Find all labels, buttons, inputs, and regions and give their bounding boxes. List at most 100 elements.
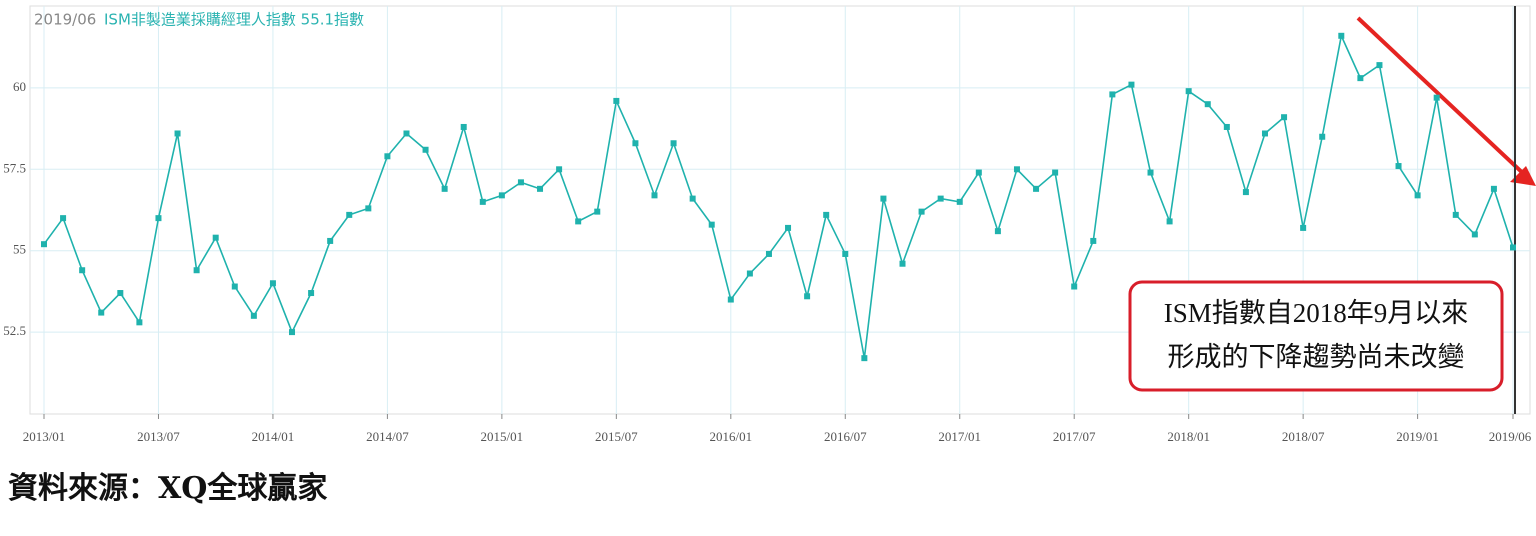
x-tick-label: 2015/07: [595, 429, 638, 444]
point: [365, 205, 372, 212]
point: [193, 267, 200, 274]
point: [1338, 32, 1345, 39]
point: [899, 260, 906, 267]
point: [517, 179, 524, 186]
point: [1242, 189, 1249, 196]
point: [289, 329, 296, 336]
point: [594, 208, 601, 215]
point: [1185, 88, 1192, 95]
arrow: [1356, 16, 1530, 180]
point: [155, 215, 162, 222]
point: [269, 280, 276, 287]
arrow-head: [1510, 166, 1536, 186]
point: [403, 130, 410, 137]
point: [1395, 163, 1402, 170]
point: [1414, 192, 1421, 199]
x-tick-label: 2014/07: [366, 429, 409, 444]
annotation-text: 形成的下降趨勢尚未改變: [1168, 342, 1465, 372]
x-tick-label: 2015/01: [481, 429, 524, 444]
point: [498, 192, 505, 199]
point: [613, 97, 620, 104]
point: [670, 140, 677, 147]
point: [880, 195, 887, 202]
y-tick-label: 60: [13, 79, 26, 94]
point: [231, 283, 238, 290]
point: [1300, 224, 1307, 231]
header-title: ISM非製造業採購經理人指數 55.1指數: [104, 11, 364, 29]
point: [1319, 133, 1326, 140]
point: [327, 237, 334, 244]
x-tick-label: 2013/07: [137, 429, 180, 444]
point: [41, 241, 47, 248]
point: [1490, 185, 1497, 192]
series-line: [43, 33, 1514, 359]
x-tick-label: 2019/06: [1489, 429, 1532, 444]
point: [823, 211, 830, 218]
point: [212, 234, 219, 241]
point: [861, 355, 868, 362]
point: [1281, 114, 1288, 121]
point: [746, 270, 753, 277]
y-tick-label: 55: [13, 242, 26, 257]
point: [575, 218, 582, 225]
point: [1357, 75, 1364, 82]
point: [79, 267, 86, 274]
x-tick-label: 2013/01: [23, 429, 66, 444]
point: [1433, 94, 1440, 101]
point: [1261, 130, 1268, 137]
point: [479, 198, 486, 205]
point: [460, 123, 467, 130]
x-tick-label: 2014/01: [252, 429, 295, 444]
point: [1376, 62, 1383, 69]
point: [937, 195, 944, 202]
header-date: 2019/06: [34, 11, 96, 29]
point: [1071, 283, 1078, 290]
point: [632, 140, 639, 147]
point: [117, 290, 124, 297]
point: [136, 319, 143, 326]
point: [1147, 169, 1154, 176]
y-tick-label: 52.5: [3, 323, 26, 338]
point: [174, 130, 181, 137]
annotation-text: ISM指數自2018年9月以來: [1164, 298, 1469, 328]
source: 資料來源：XQ全球贏家: [8, 471, 327, 506]
point: [1204, 101, 1211, 108]
point: [918, 208, 925, 215]
point: [1471, 231, 1478, 238]
point: [422, 146, 429, 153]
point: [537, 185, 544, 192]
point: [1166, 218, 1173, 225]
point: [1013, 166, 1020, 173]
point: [956, 198, 963, 205]
point: [1452, 211, 1459, 218]
y-tick-label: 57.5: [3, 160, 26, 175]
point: [708, 221, 715, 228]
point: [1090, 237, 1097, 244]
point: [804, 293, 811, 300]
x-tick-label: 2018/07: [1282, 429, 1325, 444]
point: [975, 169, 982, 176]
point: [250, 312, 257, 319]
x-tick-label: 2019/01: [1396, 429, 1439, 444]
point: [689, 195, 696, 202]
point: [785, 224, 792, 231]
point: [1052, 169, 1059, 176]
point: [346, 211, 353, 218]
point: [384, 153, 391, 160]
annotation-box: [1128, 280, 1504, 392]
point: [1033, 185, 1040, 192]
point: [994, 228, 1001, 235]
point: [651, 192, 658, 199]
point: [556, 166, 563, 173]
point: [765, 250, 772, 257]
point: [60, 215, 67, 222]
point: [842, 250, 849, 257]
point: [441, 185, 448, 192]
point: [1109, 91, 1116, 98]
x-tick-label: 2018/01: [1167, 429, 1210, 444]
x-tick-label: 2016/01: [709, 429, 752, 444]
x-tick-label: 2016/07: [824, 429, 867, 444]
point: [98, 309, 105, 316]
point: [1128, 81, 1135, 88]
